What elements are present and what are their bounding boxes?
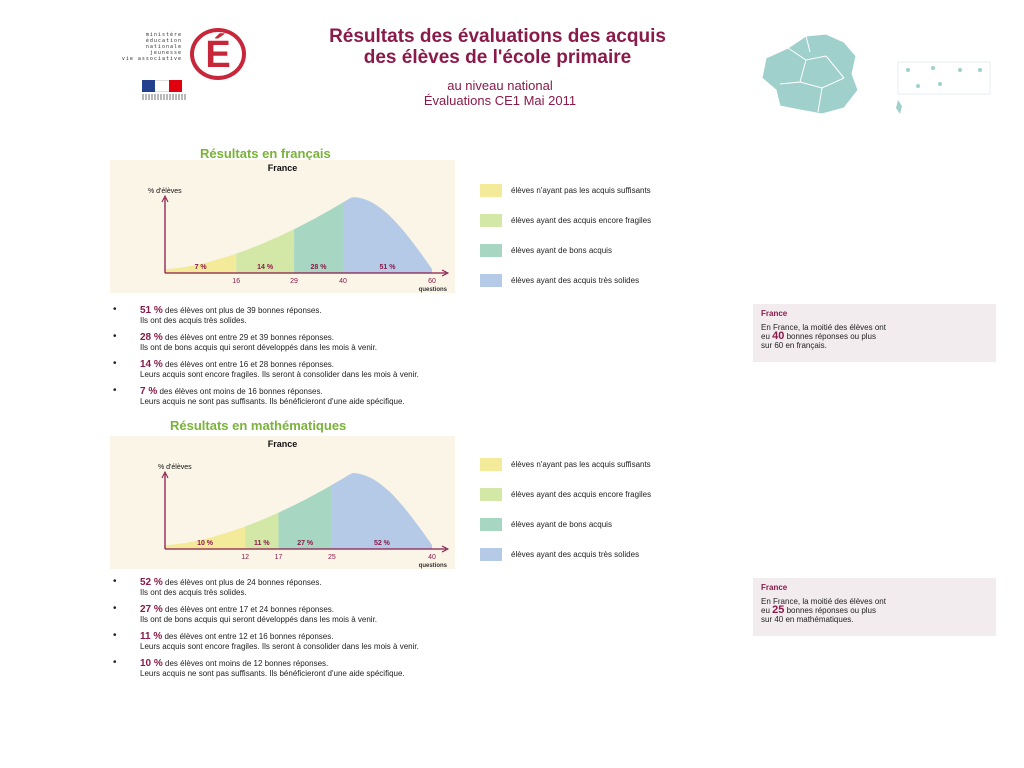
french-chart-title: France — [267, 163, 298, 173]
french-chart-segment-label-3: 51 % — [380, 264, 397, 271]
maths-chart-ylabel: % d'élèves — [158, 464, 192, 471]
list-item: • 51 % des élèves ont plus de 39 bonnes … — [113, 304, 322, 326]
list-item: • 10 % des élèves ont moins de 12 bonnes… — [113, 657, 405, 679]
maths-chart-x-label: questions — [419, 563, 448, 569]
maths-chart-tick-label-2: 25 — [328, 554, 336, 561]
maths-chart: France % d'élèves 10 % 11 % 27 % 52 % 12 17 25… — [110, 436, 455, 569]
maths-chart-y-arrow — [161, 470, 169, 479]
legend-label-fragile: élèves ayant des acquis encore fragiles — [511, 490, 652, 499]
list-item: • 27 % des élèves ont entre 17 et 24 bon… — [113, 603, 378, 625]
list-item: • 11 % des élèves ont entre 12 et 16 bon… — [113, 630, 419, 652]
maths-chart-segment-3 — [331, 473, 432, 549]
maths-chart-segment-1 — [245, 512, 279, 549]
french-chart-y-arrow — [161, 194, 169, 203]
french-chart-tick-label-3: 60 — [428, 278, 436, 285]
french-chart-tick-label-2: 40 — [339, 278, 347, 285]
legend-swatch-good — [480, 244, 502, 257]
legend-label-insufficient: élèves n'ayant pas les acquis suffisants — [511, 460, 651, 469]
ministry-logo-circle: É — [190, 28, 246, 80]
list-item: • 52 % des élèves ont plus de 24 bonnes … — [113, 576, 322, 598]
french-chart: France % d'élèves 7 % 14 % 28 % 51 % 16 29 40 6… — [110, 160, 455, 293]
legend-label-good: élèves ayant de bons acquis — [511, 246, 612, 255]
legend-swatch-very-solid — [480, 548, 502, 561]
republique-flag-caption — [142, 94, 186, 100]
ministry-logo-text: ministère éducation nationale jeunesse v… — [121, 32, 182, 62]
french-chart-segment-label-1: 14 % — [257, 264, 274, 271]
legend-swatch-very-solid — [480, 274, 502, 287]
french-info-header: France — [761, 309, 788, 318]
legend-label-insufficient: élèves n'ayant pas les acquis suffisants — [511, 186, 651, 195]
legend-label-good: élèves ayant de bons acquis — [511, 520, 612, 529]
french-chart-x-arrow — [441, 269, 450, 277]
maths-chart-title: France — [267, 439, 298, 449]
french-chart-ylabel: % d'élèves — [148, 188, 182, 195]
france-map-image — [761, 33, 991, 115]
french-chart-segment-label-0: 7 % — [195, 264, 208, 271]
ministry-logo-letter: É — [205, 34, 231, 76]
maths-chart-tick-label-3: 40 — [428, 554, 436, 561]
maths-section-title: Résultats en mathématiques — [170, 418, 347, 433]
maths-chart-tick-label-1: 17 — [275, 554, 283, 561]
list-item: • 14 % des élèves ont entre 16 et 28 bon… — [113, 358, 419, 380]
maths-chart-x-arrow — [441, 545, 450, 553]
maths-chart-segment-label-3: 52 % — [374, 540, 391, 547]
legend-swatch-insufficient — [480, 184, 502, 197]
legend-label-very-solid: élèves ayant des acquis très solides — [511, 276, 640, 285]
maths-chart-svg: 10 % 11 % 27 % 52 % 12 17 25 40 questions — [161, 470, 450, 569]
french-chart-tick-label-1: 29 — [290, 278, 298, 285]
maths-chart-segment-0 — [165, 526, 246, 549]
french-chart-segment-label-2: 28 % — [311, 264, 328, 271]
list-item: • 28 % des élèves ont entre 29 et 39 bon… — [113, 331, 378, 353]
french-chart-segment-1 — [236, 229, 295, 273]
legend-swatch-fragile — [480, 488, 502, 501]
list-item: • 7 % des élèves ont moins de 16 bonnes … — [113, 385, 405, 407]
legend-swatch-good — [480, 518, 502, 531]
maths-chart-segment-label-2: 27 % — [297, 540, 314, 547]
maths-info-header: France — [761, 583, 788, 592]
french-chart-segment-2 — [294, 202, 343, 273]
french-info-text: En France, la moitié des élèves ont eu 4… — [761, 323, 886, 350]
legend-swatch-insufficient — [480, 458, 502, 471]
french-chart-segment-3 — [343, 197, 432, 273]
page-title: Résultats des évaluations des acquis des… — [329, 26, 666, 68]
french-chart-tick-label-0: 16 — [232, 278, 240, 285]
maths-info-text: En France, la moitié des élèves ont eu 2… — [761, 597, 886, 624]
republique-flag-icon — [142, 80, 182, 92]
french-chart-x-label: questions — [419, 287, 448, 293]
french-info-box: France En France, la moitié des élèves o… — [753, 304, 996, 362]
french-chart-segment-0 — [165, 253, 237, 273]
french-chart-svg: 7 % 14 % 28 % 51 % 16 29 40 60 questions — [161, 194, 450, 293]
ministry-logo: ministère éducation nationale jeunesse v… — [108, 28, 258, 108]
maths-chart-tick-label-0: 12 — [241, 554, 249, 561]
french-section-title: Résultats en français — [200, 146, 331, 161]
legend-swatch-fragile — [480, 214, 502, 227]
maths-info-box: France En France, la moitié des élèves o… — [753, 578, 996, 636]
maths-chart-segment-2 — [278, 484, 332, 549]
maths-chart-segment-label-1: 11 % — [254, 540, 270, 547]
legend-label-fragile: élèves ayant des acquis encore fragiles — [511, 216, 652, 225]
page-subtitle: au niveau national Évaluations CE1 Mai 2… — [423, 78, 577, 108]
legend-label-very-solid: élèves ayant des acquis très solides — [511, 550, 640, 559]
maths-chart-segment-label-0: 10 % — [197, 540, 214, 547]
